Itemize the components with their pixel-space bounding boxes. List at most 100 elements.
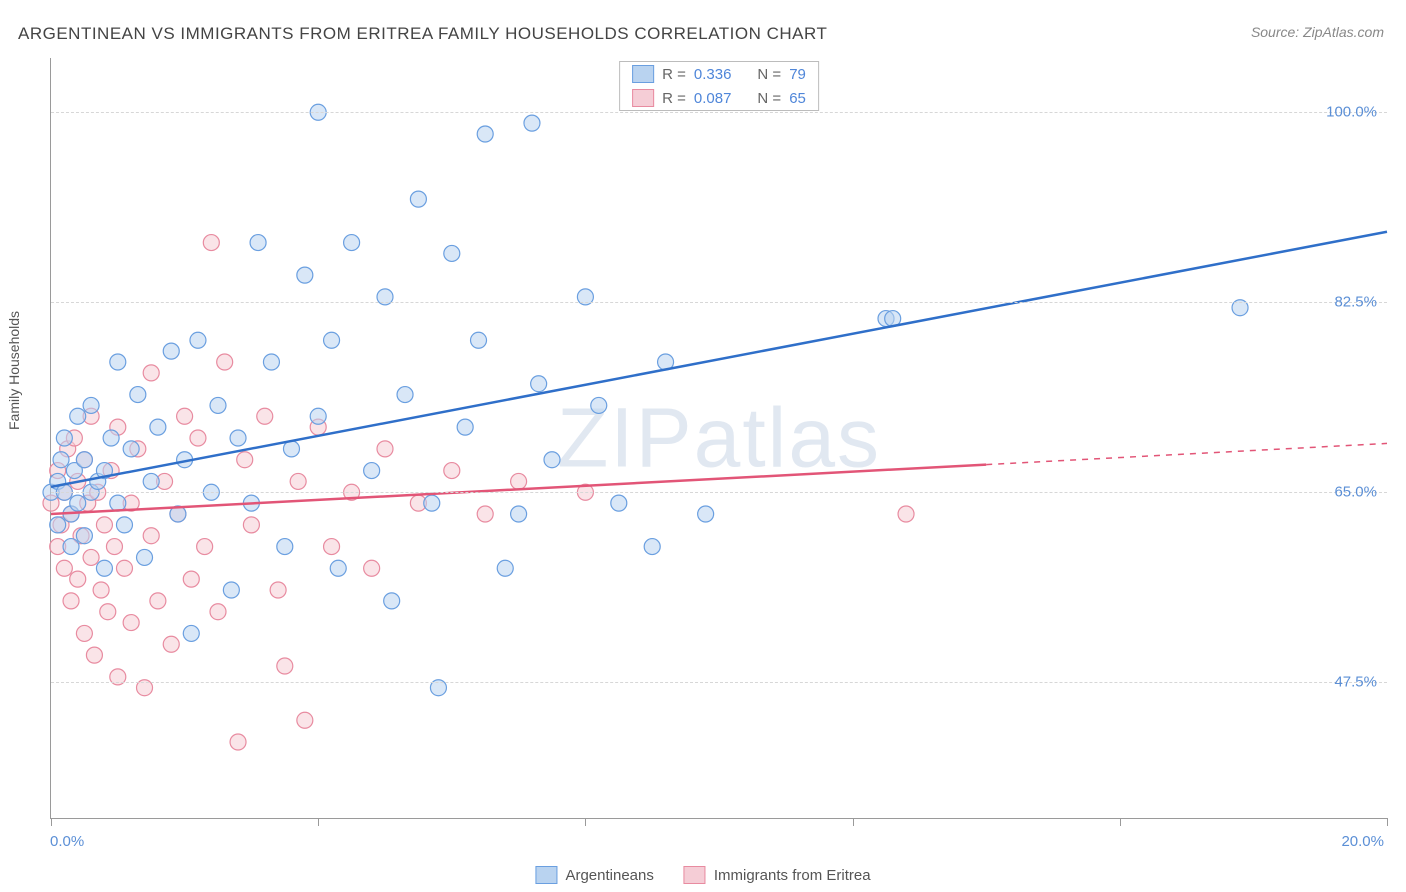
scatter-point bbox=[96, 517, 112, 533]
scatter-point bbox=[377, 441, 393, 457]
legend-stats: R = 0.336 N = 79 R = 0.087 N = 65 bbox=[619, 61, 819, 111]
scatter-point bbox=[106, 539, 122, 555]
x-tick bbox=[318, 818, 319, 826]
scatter-point bbox=[344, 235, 360, 251]
x-tick bbox=[1120, 818, 1121, 826]
x-tick bbox=[853, 818, 854, 826]
scatter-point bbox=[56, 560, 72, 576]
scatter-point bbox=[217, 354, 233, 370]
legend-stats-row-b: R = 0.087 N = 65 bbox=[620, 86, 818, 110]
scatter-point bbox=[123, 615, 139, 631]
scatter-point bbox=[364, 560, 380, 576]
trend-line bbox=[51, 232, 1387, 487]
scatter-point bbox=[76, 528, 92, 544]
scatter-point bbox=[524, 115, 540, 131]
scatter-point bbox=[544, 452, 560, 468]
scatter-point bbox=[190, 332, 206, 348]
scatter-point bbox=[56, 430, 72, 446]
scatter-point bbox=[93, 582, 109, 598]
y-tick-label: 100.0% bbox=[1326, 104, 1377, 121]
scatter-point bbox=[424, 495, 440, 511]
scatter-point bbox=[310, 408, 326, 424]
legend-stats-row-a: R = 0.336 N = 79 bbox=[620, 62, 818, 86]
scatter-point bbox=[183, 625, 199, 641]
scatter-point bbox=[384, 593, 400, 609]
scatter-point bbox=[197, 539, 213, 555]
scatter-point bbox=[210, 604, 226, 620]
scatter-point bbox=[63, 593, 79, 609]
x-tick bbox=[1387, 818, 1388, 826]
y-tick-label: 82.5% bbox=[1334, 294, 1377, 311]
scatter-point bbox=[324, 539, 340, 555]
scatter-point bbox=[477, 126, 493, 142]
scatter-point bbox=[163, 343, 179, 359]
scatter-point bbox=[177, 408, 193, 424]
scatter-point bbox=[223, 582, 239, 598]
scatter-point bbox=[410, 191, 426, 207]
scatter-point bbox=[150, 419, 166, 435]
scatter-point bbox=[76, 625, 92, 641]
r-label: R = bbox=[662, 66, 686, 83]
scatter-point bbox=[257, 408, 273, 424]
scatter-point bbox=[137, 549, 153, 565]
scatter-point bbox=[150, 593, 166, 609]
scatter-point bbox=[116, 560, 132, 576]
scatter-point bbox=[243, 517, 259, 533]
scatter-point bbox=[511, 473, 527, 489]
scatter-point bbox=[898, 506, 914, 522]
scatter-point bbox=[110, 495, 126, 511]
legend-series: Argentineans Immigrants from Eritrea bbox=[535, 866, 870, 884]
scatter-point bbox=[143, 528, 159, 544]
scatter-point bbox=[397, 387, 413, 403]
scatter-point bbox=[63, 539, 79, 555]
scatter-point bbox=[83, 397, 99, 413]
scatter-point bbox=[143, 365, 159, 381]
swatch-a-icon bbox=[632, 65, 654, 83]
gridline bbox=[51, 682, 1387, 683]
scatter-point bbox=[76, 452, 92, 468]
scatter-point bbox=[203, 235, 219, 251]
scatter-point bbox=[324, 332, 340, 348]
scatter-point bbox=[210, 397, 226, 413]
trend-line-dashed bbox=[986, 443, 1387, 464]
scatter-point bbox=[86, 647, 102, 663]
x-tick-label-left: 0.0% bbox=[50, 833, 84, 850]
chart-title: ARGENTINEAN VS IMMIGRANTS FROM ERITREA F… bbox=[18, 24, 827, 44]
legend-item-b: Immigrants from Eritrea bbox=[684, 866, 871, 884]
swatch-a2-icon bbox=[535, 866, 557, 884]
scatter-point bbox=[70, 495, 86, 511]
scatter-point bbox=[230, 734, 246, 750]
scatter-point bbox=[611, 495, 627, 511]
scatter-point bbox=[110, 354, 126, 370]
scatter-point bbox=[698, 506, 714, 522]
scatter-point bbox=[100, 604, 116, 620]
r-value-b: 0.087 bbox=[694, 90, 732, 107]
scatter-point bbox=[644, 539, 660, 555]
scatter-point bbox=[53, 452, 69, 468]
swatch-b2-icon bbox=[684, 866, 706, 884]
scatter-point bbox=[531, 376, 547, 392]
scatter-point bbox=[70, 408, 86, 424]
n-value-b: 65 bbox=[789, 90, 806, 107]
scatter-point bbox=[50, 517, 66, 533]
scatter-point bbox=[263, 354, 279, 370]
gridline bbox=[51, 112, 1387, 113]
scatter-point bbox=[497, 560, 513, 576]
scatter-point bbox=[230, 430, 246, 446]
scatter-point bbox=[96, 560, 112, 576]
scatter-point bbox=[83, 549, 99, 565]
gridline bbox=[51, 302, 1387, 303]
scatter-point bbox=[190, 430, 206, 446]
scatter-point bbox=[130, 387, 146, 403]
scatter-point bbox=[143, 473, 159, 489]
scatter-point bbox=[444, 463, 460, 479]
scatter-point bbox=[103, 430, 119, 446]
y-axis-label: Family Households bbox=[6, 311, 22, 430]
plot-area: ZIPatlas R = 0.336 N = 79 R = 0.087 N = … bbox=[50, 58, 1387, 819]
scatter-point bbox=[330, 560, 346, 576]
scatter-point bbox=[123, 441, 139, 457]
chart-svg bbox=[51, 58, 1387, 818]
scatter-point bbox=[457, 419, 473, 435]
scatter-point bbox=[511, 506, 527, 522]
n-label: N = bbox=[757, 90, 781, 107]
